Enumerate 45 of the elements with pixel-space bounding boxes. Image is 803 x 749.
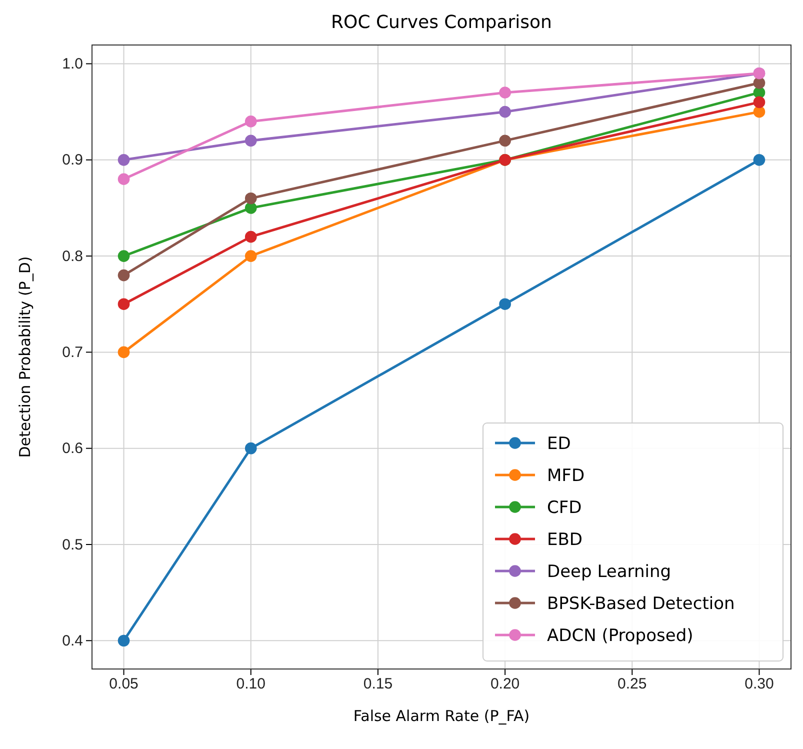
x-tick-label: 0.20 xyxy=(490,676,520,693)
y-tick-label: 0.7 xyxy=(62,344,83,361)
point xyxy=(118,250,130,262)
x-tick-label: 0.30 xyxy=(744,676,774,693)
y-tick-label: 0.6 xyxy=(62,440,83,458)
point xyxy=(244,192,257,204)
legend-label: EBD xyxy=(547,530,582,550)
y-tick-label: 0.8 xyxy=(62,248,83,265)
legend-label: BPSK-Based Detection xyxy=(547,594,735,614)
chart-title: ROC Curves Comparison xyxy=(331,12,552,33)
point xyxy=(118,346,130,358)
point xyxy=(244,134,257,147)
x-tick-label: 0.10 xyxy=(236,676,266,693)
y-tick-label: 1.0 xyxy=(62,56,83,73)
point xyxy=(244,250,257,262)
point xyxy=(753,106,766,118)
legend-label: MFD xyxy=(547,466,585,486)
point xyxy=(118,154,130,166)
point xyxy=(499,298,511,310)
point xyxy=(244,116,257,128)
point xyxy=(753,154,766,166)
x-tick-label: 0.25 xyxy=(618,676,647,693)
point xyxy=(499,106,511,118)
y-axis-title: Detection Probability (P_D) xyxy=(16,256,34,458)
x-tick-label: 0.15 xyxy=(363,676,393,693)
point xyxy=(118,634,130,647)
legend-label: Deep Learning xyxy=(547,562,672,582)
point xyxy=(244,230,257,243)
point xyxy=(753,77,766,89)
y-tick-label: 0.4 xyxy=(62,632,83,650)
legend-label: ADCN (Proposed) xyxy=(547,626,694,646)
legend-label: ED xyxy=(547,434,571,454)
point xyxy=(244,442,257,454)
point xyxy=(244,202,257,214)
y-tick-label: 0.9 xyxy=(62,152,83,169)
point xyxy=(118,173,130,186)
point xyxy=(118,269,130,282)
point xyxy=(499,134,511,147)
point xyxy=(499,86,511,98)
x-tick-label: 0.05 xyxy=(109,676,138,693)
point xyxy=(753,96,766,108)
y-tick-label: 0.5 xyxy=(62,536,83,554)
point xyxy=(118,298,130,310)
x-axis-title: False Alarm Rate (P_FA) xyxy=(353,707,530,725)
legend-label: CFD xyxy=(547,498,582,518)
